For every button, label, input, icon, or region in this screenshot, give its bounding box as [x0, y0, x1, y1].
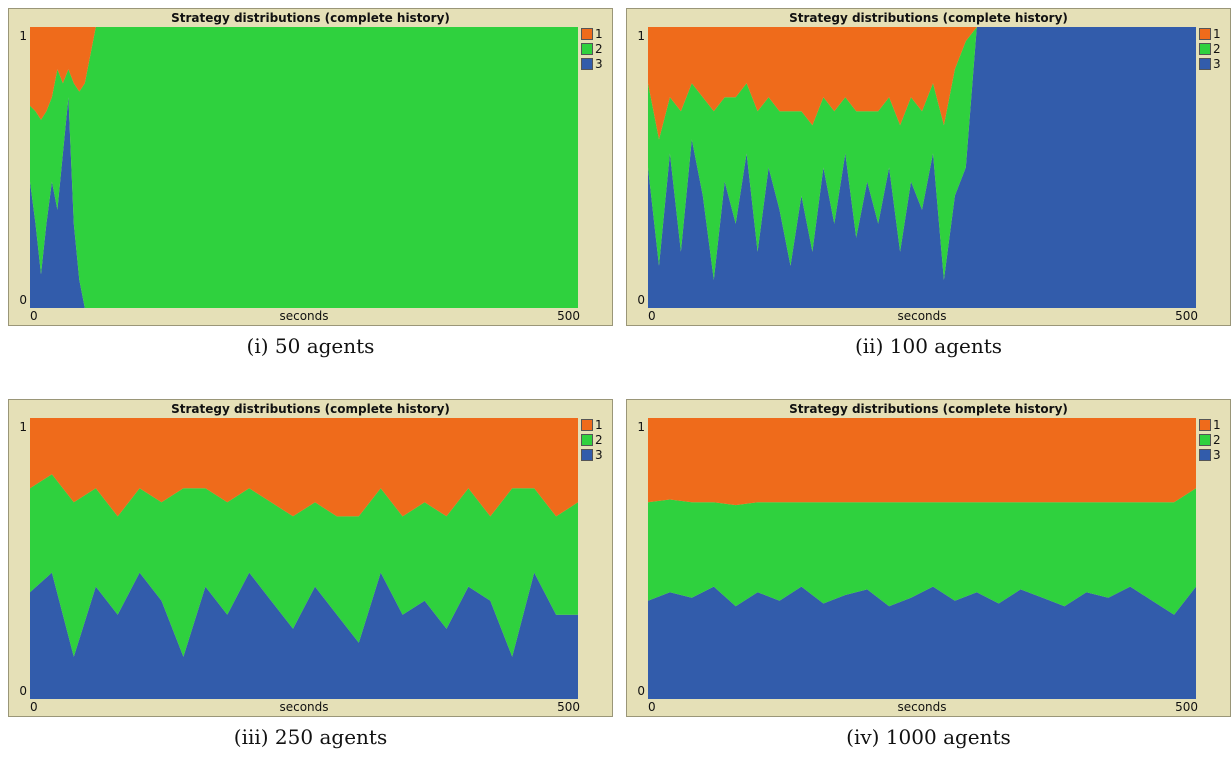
area-plot	[648, 418, 1196, 699]
area-series-2	[648, 27, 1196, 280]
x-tick-label: 500	[557, 700, 580, 714]
legend-label: 2	[595, 433, 603, 447]
x-tick-label: 500	[1175, 309, 1198, 323]
legend-label: 2	[595, 42, 603, 56]
y-tick-label: 1	[637, 29, 645, 43]
legend-swatch	[581, 58, 593, 70]
figure-caption: (iv) 1000 agents	[846, 725, 1011, 749]
x-tick-label: 0	[648, 309, 656, 323]
chart-title: Strategy distributions (complete history…	[789, 402, 1068, 416]
legend-swatch	[1199, 449, 1211, 461]
legend-label: 3	[595, 57, 603, 71]
legend-item: 1	[1199, 27, 1229, 42]
chart-panel-250-agents: Strategy distributions (complete history…	[8, 399, 613, 749]
plot-frame: Strategy distributions (complete history…	[8, 399, 613, 717]
legend-item: 3	[581, 448, 611, 463]
figure-caption: (iii) 250 agents	[233, 725, 388, 749]
chart-title: Strategy distributions (complete history…	[171, 11, 450, 25]
area-series-2	[648, 488, 1196, 615]
area-plot	[648, 27, 1196, 308]
legend-swatch	[1199, 434, 1211, 446]
plot-frame: Strategy distributions (complete history…	[626, 399, 1231, 717]
legend-swatch	[581, 28, 593, 40]
area-plot	[30, 418, 578, 699]
area-series-2	[30, 27, 578, 308]
legend-item: 2	[581, 42, 611, 57]
y-tick-label: 1	[19, 420, 27, 434]
chart-panel-100-agents: Strategy distributions (complete history…	[626, 8, 1231, 358]
legend-swatch	[1199, 43, 1211, 55]
y-tick-label: 0	[19, 293, 27, 307]
legend-item: 2	[581, 433, 611, 448]
area-series-2	[30, 474, 578, 657]
chart-panel-1000-agents: Strategy distributions (complete history…	[626, 399, 1231, 749]
legend: 1 2 3	[581, 418, 611, 463]
chart-title: Strategy distributions (complete history…	[789, 11, 1068, 25]
area-series-1	[648, 418, 1196, 506]
legend-swatch	[1199, 419, 1211, 431]
legend-item: 1	[581, 418, 611, 433]
plot-area	[30, 27, 578, 308]
area-series-1	[30, 27, 578, 120]
legend-label: 3	[595, 448, 603, 462]
legend-label: 2	[1213, 433, 1221, 447]
area-plot	[30, 27, 578, 308]
x-axis-label: seconds	[897, 309, 947, 323]
plot-area	[648, 27, 1196, 308]
x-axis-label: seconds	[279, 700, 329, 714]
area-series-1	[648, 27, 1196, 140]
x-tick-label: 500	[557, 309, 580, 323]
legend-swatch	[1199, 58, 1211, 70]
legend-label: 1	[1213, 418, 1221, 432]
legend-label: 3	[1213, 57, 1221, 71]
x-axis-label: seconds	[897, 700, 947, 714]
plot-area	[648, 418, 1196, 699]
x-tick-label: 0	[30, 700, 38, 714]
legend-swatch	[581, 43, 593, 55]
legend-label: 1	[595, 418, 603, 432]
chart-panel-50-agents: Strategy distributions (complete history…	[8, 8, 613, 358]
plot-frame: Strategy distributions (complete history…	[8, 8, 613, 326]
figure-caption: (ii) 100 agents	[854, 334, 1003, 358]
x-axis-label: seconds	[279, 309, 329, 323]
x-tick-label: 500	[1175, 700, 1198, 714]
figure-caption: (i) 50 agents	[246, 334, 375, 358]
legend-swatch	[581, 449, 593, 461]
area-series-3	[648, 586, 1196, 699]
area-series-1	[30, 418, 578, 517]
x-tick-label: 0	[648, 700, 656, 714]
chart-title: Strategy distributions (complete history…	[171, 402, 450, 416]
y-tick-label: 0	[637, 684, 645, 698]
legend-item: 3	[1199, 57, 1229, 72]
legend-label: 1	[595, 27, 603, 41]
legend-swatch	[581, 419, 593, 431]
plot-frame: Strategy distributions (complete history…	[626, 8, 1231, 326]
legend-item: 2	[1199, 433, 1229, 448]
legend-label: 2	[1213, 42, 1221, 56]
legend-label: 3	[1213, 448, 1221, 462]
legend: 1 2 3	[581, 27, 611, 72]
y-tick-label: 0	[19, 684, 27, 698]
legend-swatch	[581, 434, 593, 446]
legend-item: 1	[581, 27, 611, 42]
plot-area	[30, 418, 578, 699]
y-tick-label: 0	[637, 293, 645, 307]
legend-label: 1	[1213, 27, 1221, 41]
legend-item: 3	[581, 57, 611, 72]
legend: 1 2 3	[1199, 27, 1229, 72]
y-tick-label: 1	[637, 420, 645, 434]
y-tick-label: 1	[19, 29, 27, 43]
x-tick-label: 0	[30, 309, 38, 323]
legend-swatch	[1199, 28, 1211, 40]
area-series-3	[30, 572, 578, 699]
legend-item: 1	[1199, 418, 1229, 433]
legend-item: 3	[1199, 448, 1229, 463]
legend: 1 2 3	[1199, 418, 1229, 463]
legend-item: 2	[1199, 42, 1229, 57]
